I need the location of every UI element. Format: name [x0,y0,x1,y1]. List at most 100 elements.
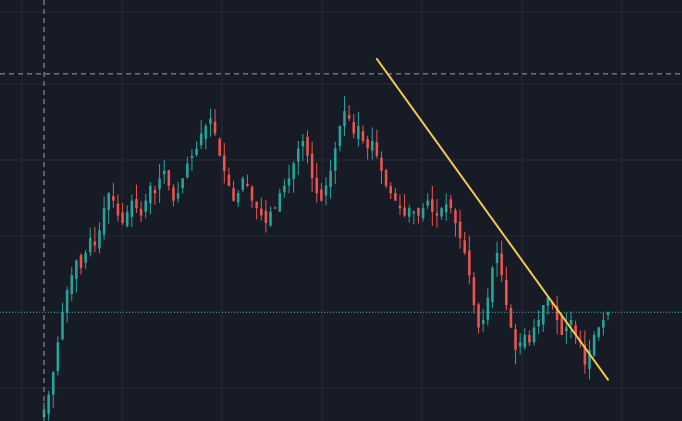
candle-bear [255,201,258,209]
candle-bull [357,126,360,139]
candle-bull [370,140,374,151]
candle-bear [458,221,462,238]
candle-bull [444,204,448,213]
candle-bear [264,210,268,224]
candle-bull [181,178,184,189]
candle-bear [574,325,577,335]
candle-bear [560,315,564,335]
candle-bear [463,240,466,253]
candle-bull [597,327,601,337]
candle-bear [232,188,235,201]
candle-bull [65,290,69,313]
candle-bull [296,148,300,162]
candle-bull [542,305,545,325]
candle-bear [375,142,379,156]
candle-bull [606,312,610,316]
candle-bear [306,136,309,156]
candle-bear [435,213,439,216]
candle-bear [394,193,397,201]
candle-bear [380,157,383,171]
candle-bull [70,275,74,295]
candle-bull [149,185,152,204]
candle-bull [546,297,550,306]
candle-bull [107,193,110,210]
candle-bear [347,115,351,119]
candle-bull [491,267,494,303]
candle-bear [223,155,226,171]
candle-bull [56,342,60,372]
candle-bull [338,126,342,146]
candle-bear [454,210,457,224]
candle-bull [269,211,272,226]
candle-bear [172,187,175,201]
trendline[interactable] [375,57,609,381]
candle-bear [509,307,513,328]
candle-bear [583,344,587,365]
candle-bull [84,252,87,263]
candle-bull [190,155,194,158]
candle-bear [79,255,83,268]
candle-bull [602,320,605,328]
candle-bull [569,320,573,325]
candle-bull [537,320,540,327]
candle-bull [532,327,536,343]
candle-bull [301,140,305,147]
candle-bull [329,170,332,187]
candle-bull [162,170,166,175]
candle-bull [523,334,527,348]
candle-bull [195,148,198,155]
candle-bull [565,327,568,332]
candle-bull [440,208,443,217]
candles [42,96,610,421]
candle-bull [204,126,208,139]
candle-bull [125,211,129,227]
candle-bull [481,320,485,324]
candle-bull [343,111,346,127]
candle-bear [431,199,434,212]
candle-bull [486,297,490,320]
candle-bear [449,199,453,209]
candle-bear [246,183,249,186]
candle-bear [389,185,392,194]
candle-bull [333,148,337,171]
candle-bull [324,185,328,196]
candle-bull [158,178,161,190]
candle-bear [213,121,217,134]
candle-bull [199,133,203,146]
candle-bear [139,208,143,216]
candle-bear [121,212,124,224]
candle-bull [241,178,245,190]
candle-bear [227,174,231,186]
candle-bear [167,170,171,186]
candle-bull [421,208,425,219]
candle-bear [528,335,531,343]
candle-bear [218,138,221,156]
candle-bear [153,189,157,194]
candle-bull [588,349,591,369]
candle-bear [250,186,254,201]
candle-bear [417,207,420,216]
candle-bull [61,312,64,340]
candle-bull [98,230,101,249]
candle-bear [135,199,138,209]
candle-bear [514,329,517,350]
candle-bull [75,260,78,279]
candle-bear [361,131,365,141]
candle-bear [472,277,476,306]
candle-bear [310,153,314,179]
candle-bull [102,208,106,235]
candle-bull [426,200,429,206]
candle-bull [130,200,134,217]
candle-bear [93,241,97,246]
candle-bear [500,253,503,276]
candle-bear [116,203,120,216]
candle-bull [278,193,282,212]
candle-bull [407,208,411,217]
candle-bear [352,121,356,134]
candle-bull [518,342,522,347]
candle-bull [495,252,499,264]
candle-bear [273,207,277,209]
candle-bull [283,185,286,193]
candle-bull [51,372,55,395]
